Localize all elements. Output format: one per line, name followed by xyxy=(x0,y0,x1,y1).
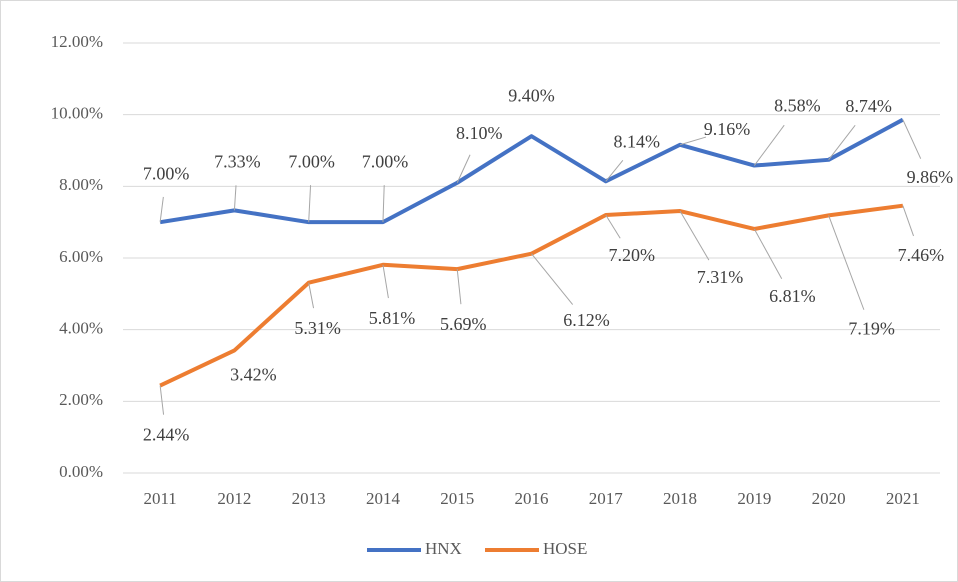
leader-line xyxy=(605,160,624,182)
data-label: 5.69% xyxy=(440,314,487,334)
x-tick-label: 2013 xyxy=(292,489,326,508)
y-tick-label: 10.00% xyxy=(51,104,103,123)
leader-line xyxy=(679,210,710,261)
leader-line xyxy=(679,136,707,146)
leader-line xyxy=(456,154,471,183)
data-label: 8.14% xyxy=(614,131,661,151)
line xyxy=(159,117,904,225)
leader-line xyxy=(456,269,462,305)
leader-line xyxy=(753,228,783,279)
leader-line xyxy=(531,253,574,305)
data-label: 7.33% xyxy=(214,151,261,171)
y-tick-label: 6.00% xyxy=(59,247,103,266)
leader-line xyxy=(308,282,315,309)
x-tick-label: 2015 xyxy=(440,489,474,508)
leader-line xyxy=(753,124,785,166)
data-label: 7.31% xyxy=(697,267,744,287)
leader-line xyxy=(902,119,922,159)
x-tick-label: 2021 xyxy=(886,489,920,508)
leader-line xyxy=(159,196,164,223)
leader-line xyxy=(159,385,165,415)
x-tick-label: 2011 xyxy=(143,489,176,508)
data-label: 7.20% xyxy=(609,245,656,265)
legend-label: HNX xyxy=(425,539,462,558)
x-tick-label: 2014 xyxy=(366,489,401,508)
legend-label: HOSE xyxy=(543,539,587,558)
y-tick-label: 12.00% xyxy=(51,32,103,51)
x-tick-label: 2016 xyxy=(515,489,549,508)
data-label: 9.40% xyxy=(508,85,555,105)
leader-line xyxy=(308,185,312,223)
data-label: 8.10% xyxy=(456,123,503,143)
data-label: 8.74% xyxy=(845,96,892,116)
leader-line xyxy=(382,185,385,223)
x-tick-label: 2019 xyxy=(737,489,771,508)
leader-line xyxy=(605,214,621,239)
data-label: 6.12% xyxy=(563,310,610,330)
data-label: 7.46% xyxy=(898,245,945,265)
y-tick-label: 4.00% xyxy=(59,319,103,338)
data-label: 7.00% xyxy=(288,151,335,171)
data-label: 5.81% xyxy=(369,308,416,328)
y-tick-label: 0.00% xyxy=(59,462,103,481)
data-label: 2.44% xyxy=(143,425,190,445)
leader-line xyxy=(828,124,856,161)
data-label: 3.42% xyxy=(230,365,277,385)
y-tick-label: 2.00% xyxy=(59,390,103,409)
x-tick-label: 2017 xyxy=(589,489,624,508)
x-tick-label: 2018 xyxy=(663,489,697,508)
y-tick-label: 8.00% xyxy=(59,175,103,194)
leader-line xyxy=(382,264,389,299)
leader-line xyxy=(233,185,237,211)
leader-line xyxy=(902,205,915,237)
data-label: 7.00% xyxy=(362,151,409,171)
data-label: 7.00% xyxy=(143,163,190,183)
data-label: 5.31% xyxy=(294,318,341,338)
leader-line xyxy=(828,215,865,310)
data-label: 8.58% xyxy=(774,96,821,116)
x-tick-label: 2012 xyxy=(217,489,251,508)
data-label: 7.19% xyxy=(848,318,895,338)
data-label: 6.81% xyxy=(769,286,816,306)
data-label: 9.16% xyxy=(704,119,751,139)
data-label: 9.86% xyxy=(907,167,954,187)
x-tick-label: 2020 xyxy=(812,489,846,508)
